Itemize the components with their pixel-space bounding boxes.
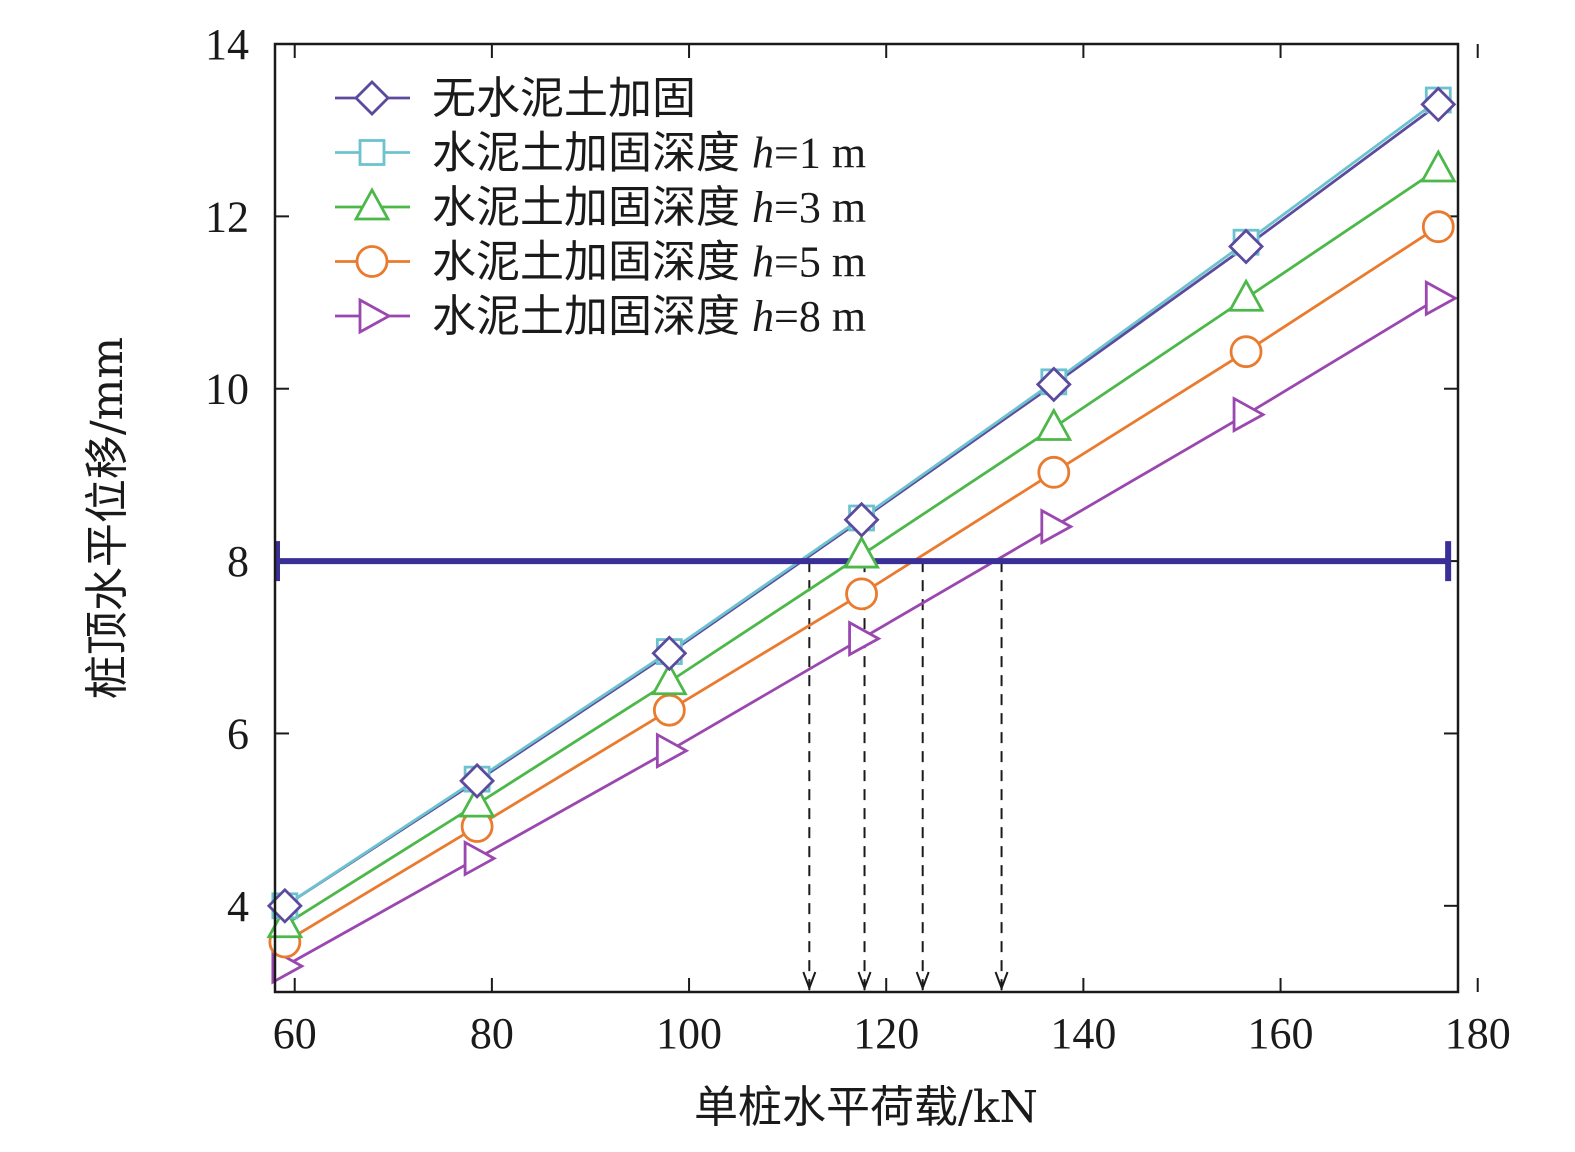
plot-frame (273, 42, 1460, 994)
legend-label-var: h (752, 238, 774, 287)
data-point (1035, 366, 1072, 403)
data-point (652, 693, 686, 727)
data-point (459, 762, 496, 799)
x-tick-label: 60 (273, 1009, 317, 1058)
legend-label: 水泥土加固深度 h=1 m (432, 128, 866, 179)
legend-label-var: h (752, 129, 774, 178)
data-point (843, 535, 880, 569)
legend-marker (358, 297, 392, 335)
legend-label-val: =3 m (774, 183, 866, 232)
intersection-guides (802, 561, 1009, 992)
legend-marker (358, 139, 386, 166)
legend-label-main: 水泥土加固深度 (432, 291, 740, 342)
data-point (463, 840, 497, 877)
y-tick-label: 8 (227, 537, 249, 586)
y-tick-label: 6 (227, 709, 249, 758)
legend-label-val: =1 m (774, 129, 866, 178)
legend-marker (353, 187, 391, 221)
legend-label: 无水泥土加固 (432, 73, 696, 124)
data-point (655, 732, 690, 770)
legend-label-main: 无水泥土加固 (432, 73, 696, 124)
y-axis-title: 桩顶水平位移/mm (82, 337, 133, 699)
legend-label-main: 水泥土加固深度 (432, 182, 740, 233)
intersection-arrow (802, 971, 817, 991)
legend-label: 水泥土加固深度 h=8 m (432, 291, 866, 342)
x-tick-label: 160 (1248, 1009, 1314, 1058)
x-tick-label: 80 (470, 1009, 514, 1058)
data-point (1035, 407, 1073, 441)
legend-label: 水泥土加固深度 h=3 m (432, 182, 866, 233)
data-point (1228, 228, 1265, 265)
x-axis-title: 单桩水平荷载/kN (694, 1082, 1038, 1133)
legend-label-var: h (752, 183, 774, 232)
x-tick-label: 100 (656, 1009, 722, 1058)
data-point (1227, 278, 1265, 312)
data-point (1040, 508, 1074, 545)
data-point (1424, 279, 1459, 317)
intersection-arrow (994, 971, 1009, 991)
data-point (848, 620, 882, 658)
data-point (1229, 335, 1263, 369)
x-tick-label: 140 (1050, 1009, 1116, 1058)
intersection-arrow (857, 971, 872, 991)
data-point (843, 501, 880, 538)
data-point (1420, 86, 1457, 123)
data-point (1419, 149, 1457, 183)
legend-marker (354, 80, 390, 116)
intersection-arrow (915, 971, 930, 991)
legend-marker (355, 245, 389, 278)
legend-label-main: 水泥土加固深度 (432, 128, 740, 179)
x-tick-label: 120 (853, 1009, 919, 1058)
series-markers (266, 86, 1459, 985)
y-tick-label: 14 (205, 20, 249, 69)
legend-label-val: =5 m (774, 238, 866, 287)
legend-label-main: 水泥土加固深度 (432, 237, 740, 288)
data-point (1037, 455, 1071, 489)
data-point (651, 635, 688, 672)
data-point (845, 577, 878, 611)
y-tick-label: 12 (205, 192, 249, 241)
data-point (458, 784, 496, 818)
data-point (650, 661, 688, 696)
legend-label-var: h (752, 292, 774, 341)
y-tick-label: 10 (205, 365, 249, 414)
data-point (1421, 210, 1455, 244)
y-tick-label: 4 (227, 882, 249, 931)
x-axis-ticks: 60 80 100 120 140 160 180 (273, 44, 1511, 1058)
x-tick-label: 180 (1445, 1009, 1511, 1058)
data-point (1232, 396, 1266, 433)
legend-label: 水泥土加固深度 h=5 m (432, 237, 866, 288)
legend-label-val: =8 m (774, 292, 866, 341)
